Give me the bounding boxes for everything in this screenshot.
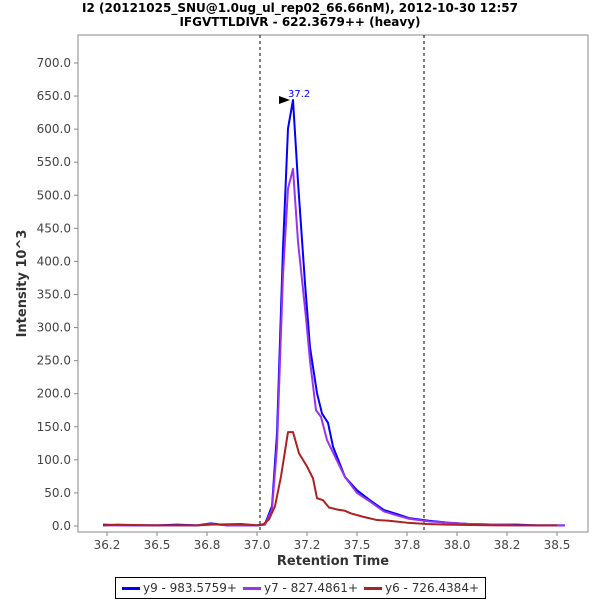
legend-swatch bbox=[121, 586, 140, 590]
chart-subtitle: IFGVTTLDIVR - 622.3679++ (heavy) bbox=[179, 15, 421, 29]
y-tick-label: 550.0 bbox=[37, 155, 71, 169]
plot-frame bbox=[77, 34, 589, 533]
x-tick-label: 36.2 bbox=[94, 538, 121, 552]
peak-annotation-label: 37.2 bbox=[288, 89, 310, 100]
y-tick-label: 200.0 bbox=[37, 387, 71, 401]
legend-label: y9 - 983.5759+ bbox=[142, 581, 237, 595]
x-axis-label: Retention Time bbox=[277, 554, 389, 569]
x-tick-label: 38.0 bbox=[444, 538, 471, 552]
x-tick-label: 37.0 bbox=[244, 538, 271, 552]
y-tick-label: 500.0 bbox=[37, 188, 71, 202]
x-tick-label: 37.8 bbox=[394, 538, 421, 552]
y-tick-label: 250.0 bbox=[37, 354, 71, 368]
legend-swatch bbox=[364, 586, 382, 590]
y-tick-label: 600.0 bbox=[37, 122, 71, 136]
legend-item: y6 - 726.4384+ bbox=[364, 581, 479, 595]
y-tick-label: 350.0 bbox=[37, 288, 71, 302]
series-line bbox=[102, 431, 557, 527]
y-tick-label: 100.0 bbox=[37, 453, 71, 467]
chart-title: I2 (20121025_SNU@1.0ug_ul_rep02_66.66nM)… bbox=[82, 1, 518, 15]
x-tick-label: 37.5 bbox=[344, 538, 371, 552]
y-tick-label: 0.0 bbox=[52, 519, 71, 533]
y-tick-label: 400.0 bbox=[37, 254, 71, 268]
y-tick-label: 50.0 bbox=[44, 486, 71, 500]
x-tick-label: 36.5 bbox=[144, 538, 171, 552]
legend-swatch bbox=[242, 586, 261, 590]
y-tick-label: 450.0 bbox=[37, 221, 71, 235]
legend-label: y6 - 726.4384+ bbox=[385, 581, 480, 595]
peak-arrow-icon bbox=[279, 96, 290, 105]
x-tick-label: 38.5 bbox=[544, 538, 571, 552]
y-tick-label: 650.0 bbox=[37, 89, 71, 103]
legend: y9 - 983.5759+ y7 - 827.4861+ y6 - 726.438… bbox=[115, 577, 486, 599]
legend-label: y7 - 827.4861+ bbox=[263, 581, 358, 595]
y-axis-label: Intensity 10^3 bbox=[15, 230, 30, 338]
y-tick-label: 150.0 bbox=[37, 420, 71, 434]
y-tick-label: 300.0 bbox=[37, 321, 71, 335]
y-tick-label: 700.0 bbox=[37, 56, 71, 70]
legend-item: y7 - 827.4861+ bbox=[242, 581, 358, 595]
x-tick-label: 38.2 bbox=[494, 538, 521, 552]
x-tick-label: 36.8 bbox=[194, 538, 221, 552]
legend-item: y9 - 983.5759+ bbox=[121, 581, 237, 595]
x-tick-label: 37.2 bbox=[294, 538, 321, 552]
